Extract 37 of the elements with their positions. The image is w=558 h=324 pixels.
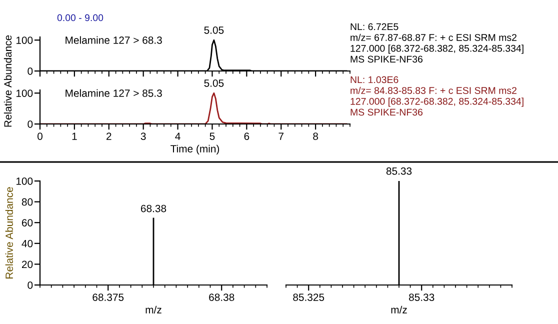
y-tick-label: 0 [28, 68, 33, 75]
y-tick-label: 100 [16, 178, 33, 185]
x-axis-title: m/z [391, 306, 407, 314]
x-axis-title: m/z [146, 306, 162, 314]
y-axis-title: Relative Abundance [5, 187, 13, 278]
x-tick-label: 2 [106, 132, 112, 140]
x-tick-label: 4 [175, 132, 180, 140]
annotation: 5.05 [204, 26, 224, 34]
y-tick-label: 0 [28, 120, 33, 128]
x-tick-label: 5 [210, 132, 215, 140]
text: 0.00 - 9.00 [57, 14, 104, 22]
text: Melamine 127 > 68.3 [66, 36, 162, 44]
x-tick-label: 68.375 [92, 294, 124, 301]
x-axis-title: Time (min) [170, 144, 220, 155]
x-tick-label: 85.33 [409, 294, 434, 301]
x-tick-label: 68.38 [209, 294, 234, 301]
y-tick-label: 60 [22, 219, 33, 226]
annotation: 85.33 [386, 167, 412, 175]
annotation: 5.05 [204, 79, 224, 87]
y-tick-label: 20 [22, 260, 33, 268]
x-tick-label: 0 [38, 132, 42, 140]
y-tick-label: 100 [16, 36, 33, 44]
text: NL: 1.03E6 m/z= 84.83-85.83 F: + c ESI SRM ms2 127.000 [68.372-68.382, 85.324-85.334] MS SPIKE-NF36 [350, 76, 524, 116]
x-tick-label: 7 [278, 132, 284, 140]
y-axis-title: Relative Abundance [4, 35, 12, 127]
x-tick-label: 6 [244, 132, 250, 140]
x-tick-label: 85.325 [293, 294, 324, 301]
x-tick-label: 1 [72, 132, 77, 140]
text: Melamine 127 > 85.3 [66, 89, 162, 97]
y-tick-label: 0 [28, 282, 33, 289]
y-tick-label: 80 [22, 198, 33, 206]
annotation: 68.38 [140, 204, 166, 212]
y-tick-label: 100 [16, 90, 33, 97]
x-tick-label: 8 [313, 132, 318, 140]
x-tick-label: 3 [140, 132, 146, 140]
y-tick-label: 40 [22, 240, 33, 248]
text: NL: 6.72E5 m/z= 67.87-68.87 F: + c ESI SRM ms2 127.000 [68.372-68.382, 85.324-85.334] MS SPIKE-NF36 [350, 23, 524, 63]
